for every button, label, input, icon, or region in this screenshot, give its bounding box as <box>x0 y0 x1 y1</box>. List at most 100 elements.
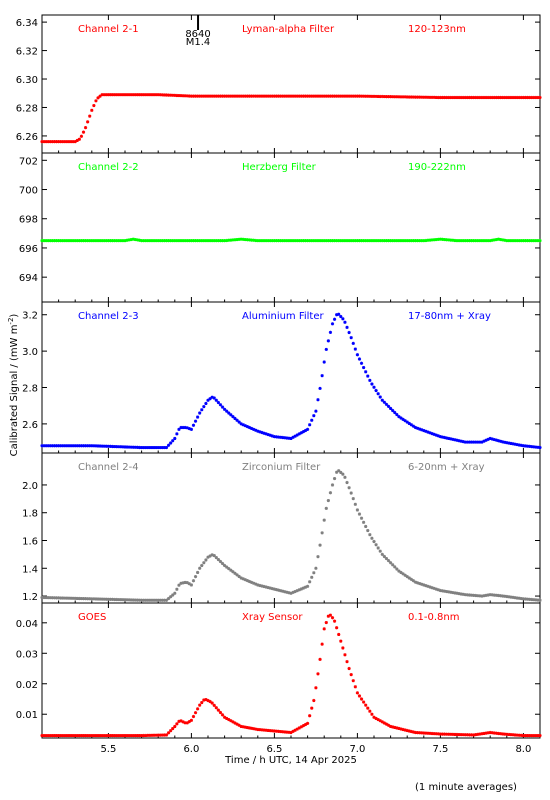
data-point <box>330 483 335 487</box>
data-point <box>79 134 84 138</box>
data-point <box>411 95 416 99</box>
data-point <box>395 567 399 571</box>
data-point <box>110 597 115 602</box>
data-point <box>498 439 503 443</box>
data-point <box>285 239 289 243</box>
data-point <box>488 239 492 243</box>
data-point <box>459 239 463 243</box>
y-tick-label: 3.0 <box>22 347 38 358</box>
data-point <box>40 239 44 243</box>
data-point <box>384 239 389 243</box>
data-point <box>413 580 418 584</box>
data-point <box>46 140 50 144</box>
data-point <box>453 438 457 442</box>
data-point <box>223 563 227 568</box>
data-point <box>318 543 322 547</box>
data-point <box>374 716 378 721</box>
y-tick-label: 6.26 <box>16 132 38 143</box>
data-point <box>150 445 154 450</box>
data-point <box>347 330 351 335</box>
data-point <box>426 95 430 99</box>
data-point <box>96 597 100 601</box>
data-point <box>202 561 206 565</box>
data-point <box>335 94 339 98</box>
y-tick-label: 1.2 <box>22 592 38 603</box>
data-point <box>308 580 312 584</box>
data-point <box>403 419 407 423</box>
data-point <box>498 237 503 242</box>
filter-label: Lyman-alpha Filter <box>242 24 335 35</box>
data-point <box>461 592 465 596</box>
data-point <box>92 597 96 601</box>
data-point <box>196 239 200 243</box>
data-point <box>75 596 79 601</box>
data-point <box>191 239 196 243</box>
data-point <box>482 594 486 598</box>
data-point <box>187 582 191 586</box>
data-point <box>121 239 125 243</box>
data-point <box>345 94 349 98</box>
data-point <box>447 436 451 441</box>
data-point <box>75 138 79 143</box>
data-point <box>63 733 67 738</box>
data-point <box>496 593 501 598</box>
data-point <box>142 239 146 243</box>
data-point <box>324 506 328 510</box>
data-point <box>318 657 322 661</box>
data-point <box>193 575 198 579</box>
data-point <box>538 733 542 738</box>
data-point <box>455 438 459 442</box>
data-point <box>164 445 169 450</box>
data-point <box>511 595 515 599</box>
data-point <box>86 444 90 448</box>
data-point <box>303 722 308 727</box>
data-point <box>140 445 144 450</box>
data-point <box>306 584 310 588</box>
data-point <box>287 239 291 243</box>
data-point <box>75 239 79 243</box>
data-point <box>459 733 463 737</box>
data-point <box>515 733 519 737</box>
data-point <box>276 239 281 243</box>
data-point <box>339 470 343 475</box>
data-point <box>403 239 407 243</box>
data-point <box>295 589 299 593</box>
data-point <box>530 445 534 449</box>
data-point <box>301 586 306 590</box>
data-point <box>254 428 258 432</box>
data-point <box>154 733 158 737</box>
data-point <box>521 444 525 448</box>
data-point <box>308 239 312 243</box>
data-series <box>40 312 542 450</box>
data-point <box>90 239 94 243</box>
data-point <box>382 239 386 243</box>
data-point <box>332 476 337 481</box>
data-point <box>413 730 418 735</box>
data-point <box>376 239 380 243</box>
data-point <box>181 94 185 98</box>
data-point <box>276 729 281 733</box>
data-point <box>148 445 152 450</box>
band-label: 0.1-0.8nm <box>408 612 460 623</box>
data-point <box>135 445 140 449</box>
data-point <box>212 94 216 98</box>
data-point <box>200 239 204 243</box>
data-point <box>353 685 357 689</box>
data-point <box>94 99 98 103</box>
data-point <box>349 336 353 340</box>
data-point <box>449 238 453 242</box>
data-point <box>285 94 289 98</box>
data-point <box>258 728 262 732</box>
data-point <box>490 437 494 441</box>
data-point <box>169 595 173 599</box>
data-point <box>322 239 326 243</box>
data-point <box>287 591 291 595</box>
averaging-note: (1 minute averages) <box>415 782 517 793</box>
data-point <box>173 724 177 729</box>
data-point <box>50 239 54 243</box>
data-point <box>422 731 426 735</box>
data-point <box>291 435 295 439</box>
data-point <box>83 733 88 738</box>
data-point <box>77 137 81 141</box>
data-point <box>347 94 351 98</box>
